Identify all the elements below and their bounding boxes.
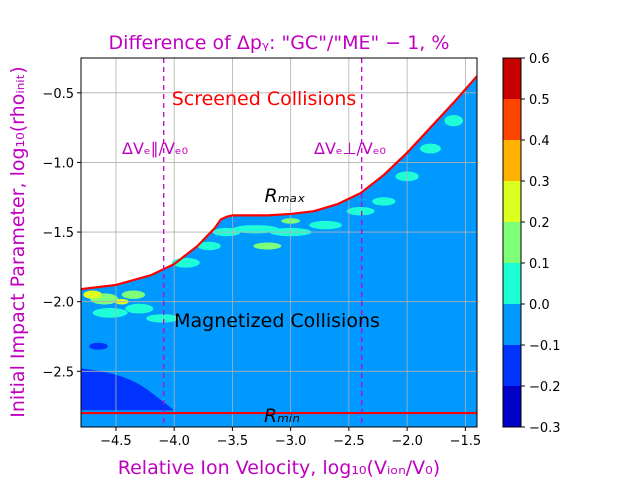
colorbar-tick-label: 0.0 [529,298,550,313]
heat-region-low [81,368,175,411]
x-tick-label: −2.5 [333,434,365,449]
annotation-r-max: Rₘₐₓ [265,185,306,207]
y-axis-ticks: −2.5 −2.0 −1.5 −1.0 −0.5 [42,87,81,380]
colorbar-segment [503,304,521,345]
x-axis-label: Relative Ion Velocity, log₁₀(Vᵢₒₙ/V₀) [118,457,440,479]
heat-patch [197,241,221,251]
y-axis-label: Initial Impact Parameter, log₁₀(rhoᵢₙᵢₜ) [7,66,29,417]
heat-patch [121,290,146,299]
heat-patch [232,225,279,234]
colorbar-segment [503,140,521,181]
x-tick-label: −2.0 [391,434,423,449]
y-tick-label: −0.5 [42,87,74,102]
annotation-r-min: Rₘᵢₙ [264,405,300,427]
colorbar-tick-label: 0.3 [529,175,550,190]
colorbar-tick-label: 0.4 [529,134,550,149]
colorbar-tick-label: 0.1 [529,257,550,272]
axes-frame [80,57,478,428]
annotation-magnetized: Magnetized Collisions [174,310,380,332]
heat-patch [419,143,441,154]
heatmap-field [81,76,477,427]
heat-patch [125,303,154,314]
heat-patch [372,197,396,206]
heat-patch [444,115,464,127]
colorbar-tick-label: −0.2 [529,380,561,395]
colorbar-segment [503,263,521,304]
boundary-lines [81,58,477,427]
colorbar-segment [503,222,521,263]
colorbar-frame [502,57,522,428]
annotation-dv-perp: ΔVₑ⊥/Vₑ₀ [314,139,386,158]
colorbar-segment [503,58,521,99]
heat-patch [92,307,128,318]
heat-patch [83,290,102,299]
r-max-curve [81,75,477,291]
x-tick-label: −3.0 [275,434,307,449]
colorbar-segment [503,386,521,427]
x-axis-ticks: −4.5 −4.0 −3.5 −3.0 −2.5 −2.0 −1.5 [100,427,481,449]
heat-patch [253,242,282,250]
annotation-dv-par: ΔVₑ∥/Vₑ₀ [122,139,188,158]
x-tick-label: −3.5 [217,434,249,449]
colorbar-tick-label: 0.5 [529,93,550,108]
y-tick-label: −2.5 [42,365,74,380]
colorbar: −0.3 −0.2 −0.1 0.0 0.1 0.2 0.3 0.4 0.5 0.6 [502,52,561,436]
colorbar-tick-label: −0.3 [529,421,561,436]
annotation-screened: Screened Collisions [172,88,357,110]
x-tick-label: −4.0 [158,434,190,449]
heat-base-region [81,76,477,427]
y-tick-label: −1.5 [42,226,74,241]
colorbar-segment [503,345,521,386]
colorbar-tick-label: 0.6 [529,52,550,67]
grid-lines [81,58,477,427]
colorbar-tick-label: 0.2 [529,216,550,231]
y-tick-label: −2.0 [42,296,74,311]
colorbar-segment [503,99,521,140]
heat-patch [89,342,108,350]
heat-patch [346,206,375,216]
colorbar-tick-label: −0.1 [529,339,561,354]
colorbar-segment [503,181,521,222]
x-tick-label: −4.5 [100,434,132,449]
y-tick-label: −1.0 [42,156,74,171]
heat-patch [309,220,342,230]
heat-patch [146,314,179,323]
chart-title: Difference of Δpᵧ: "GC"/"ME" − 1, % [109,32,450,54]
x-tick-label: −1.5 [450,434,482,449]
